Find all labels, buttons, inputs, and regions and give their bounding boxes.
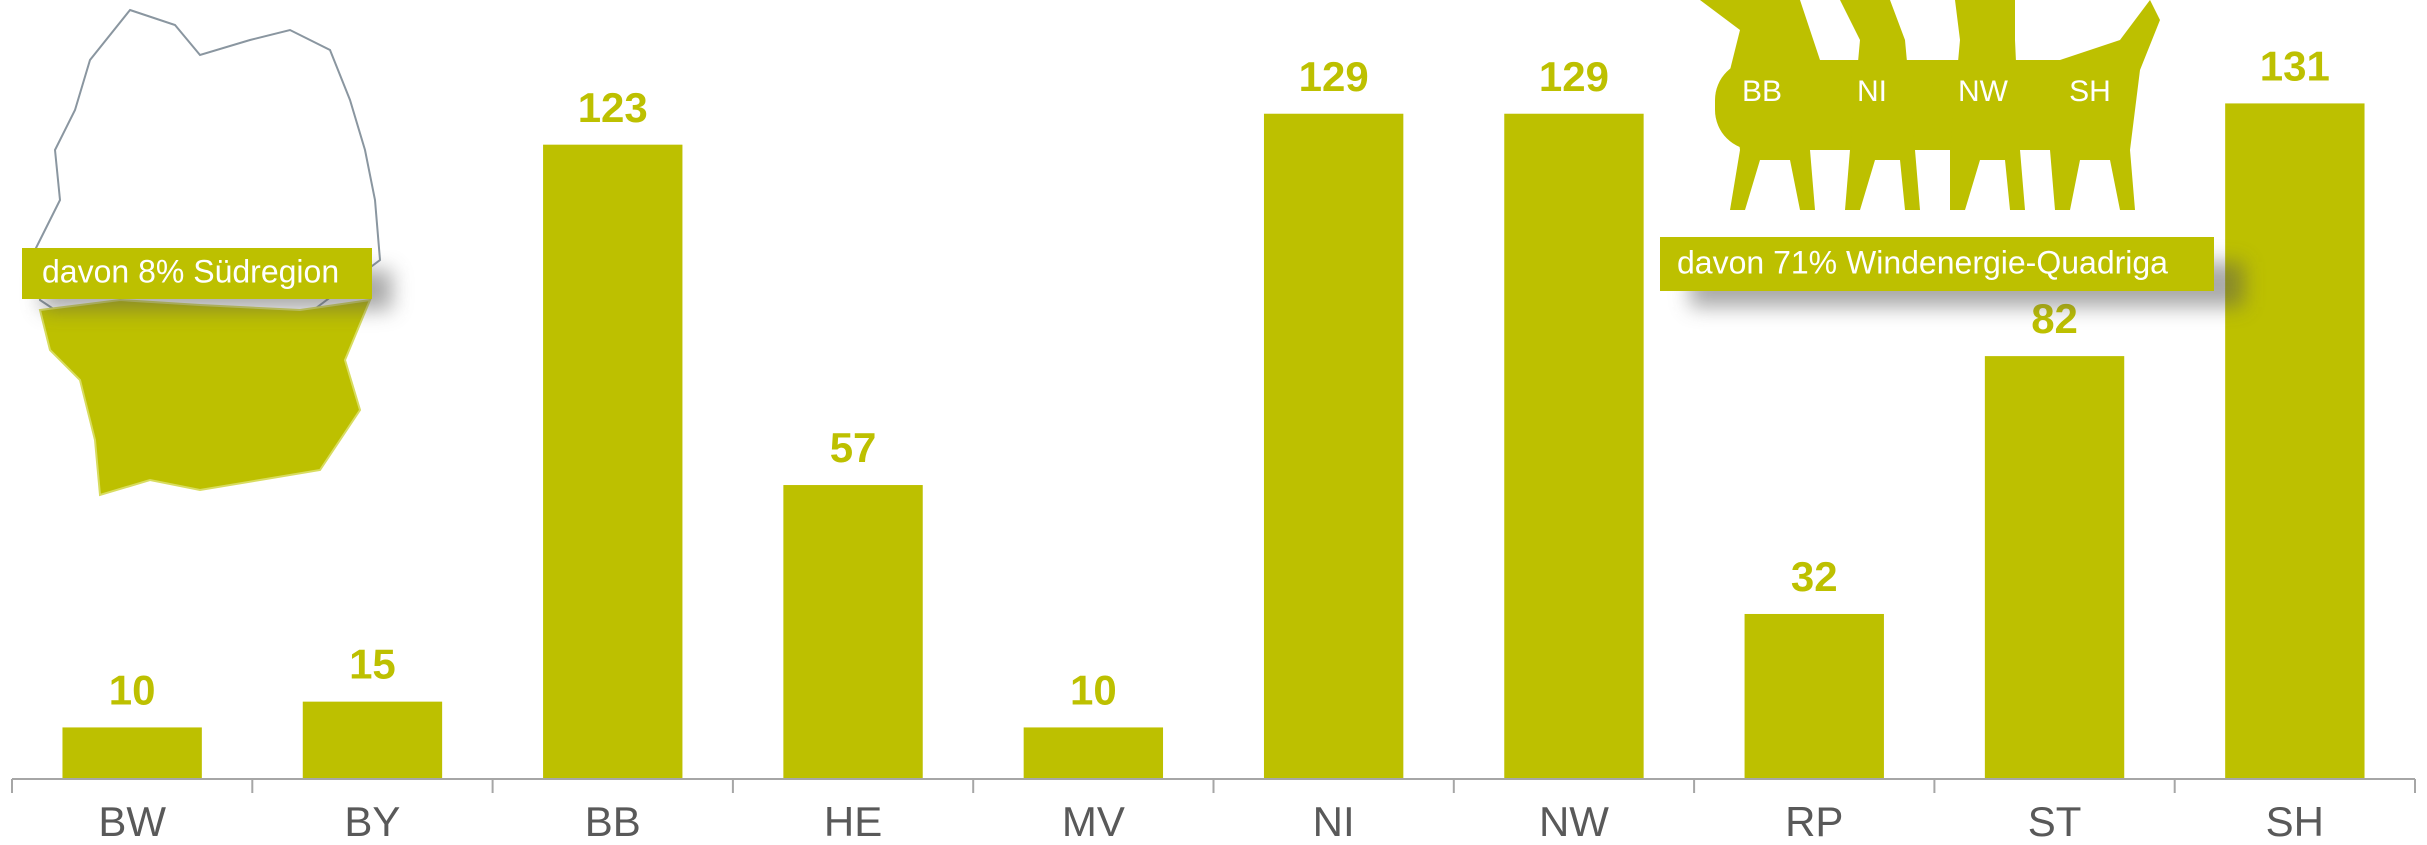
data-label: 10	[1070, 667, 1117, 714]
data-label: 15	[349, 641, 396, 688]
bar	[302, 701, 443, 779]
annotation-box	[1660, 237, 2214, 291]
data-label: 57	[830, 424, 877, 471]
bar	[543, 144, 683, 779]
data-label: 131	[2260, 43, 2330, 90]
bar	[1984, 356, 2125, 779]
data-label: 32	[1791, 553, 1838, 600]
x-tick-label: BY	[344, 798, 400, 845]
x-tick-label: NW	[1539, 798, 1609, 845]
map	[33, 8, 382, 497]
quadriga-label: BB	[1742, 75, 1782, 108]
x-tick-label: BB	[585, 798, 641, 845]
quadriga-label: NW	[1958, 75, 2009, 108]
data-label: 123	[578, 84, 648, 131]
bar	[1504, 113, 1644, 779]
x-tick-label: SH	[2266, 798, 2324, 845]
quadriga-label: SH	[2069, 75, 2111, 108]
data-label: 10	[109, 667, 156, 714]
bar	[1744, 613, 1884, 779]
x-tick-label: HE	[824, 798, 882, 845]
x-tick-label: BW	[98, 798, 166, 845]
bar	[1263, 113, 1404, 779]
bar	[1023, 727, 1164, 779]
data-label: 129	[1299, 53, 1369, 100]
quadriga	[1700, 0, 2160, 210]
annotation: davon 71% Windenergie-Quadriga	[1677, 244, 2168, 280]
x-tick-label: RP	[1785, 798, 1843, 845]
bar	[62, 727, 202, 779]
x-tick-label: NI	[1313, 798, 1355, 845]
annotation-box	[22, 248, 372, 299]
bar	[2225, 103, 2365, 779]
x-tick-label: MV	[1062, 798, 1125, 845]
data-label: 129	[1539, 53, 1609, 100]
x-tick-label: ST	[2028, 798, 2082, 845]
quadriga-label: NI	[1857, 75, 1887, 108]
bar	[783, 485, 923, 779]
annotation: davon 8% Südregion	[42, 253, 339, 289]
